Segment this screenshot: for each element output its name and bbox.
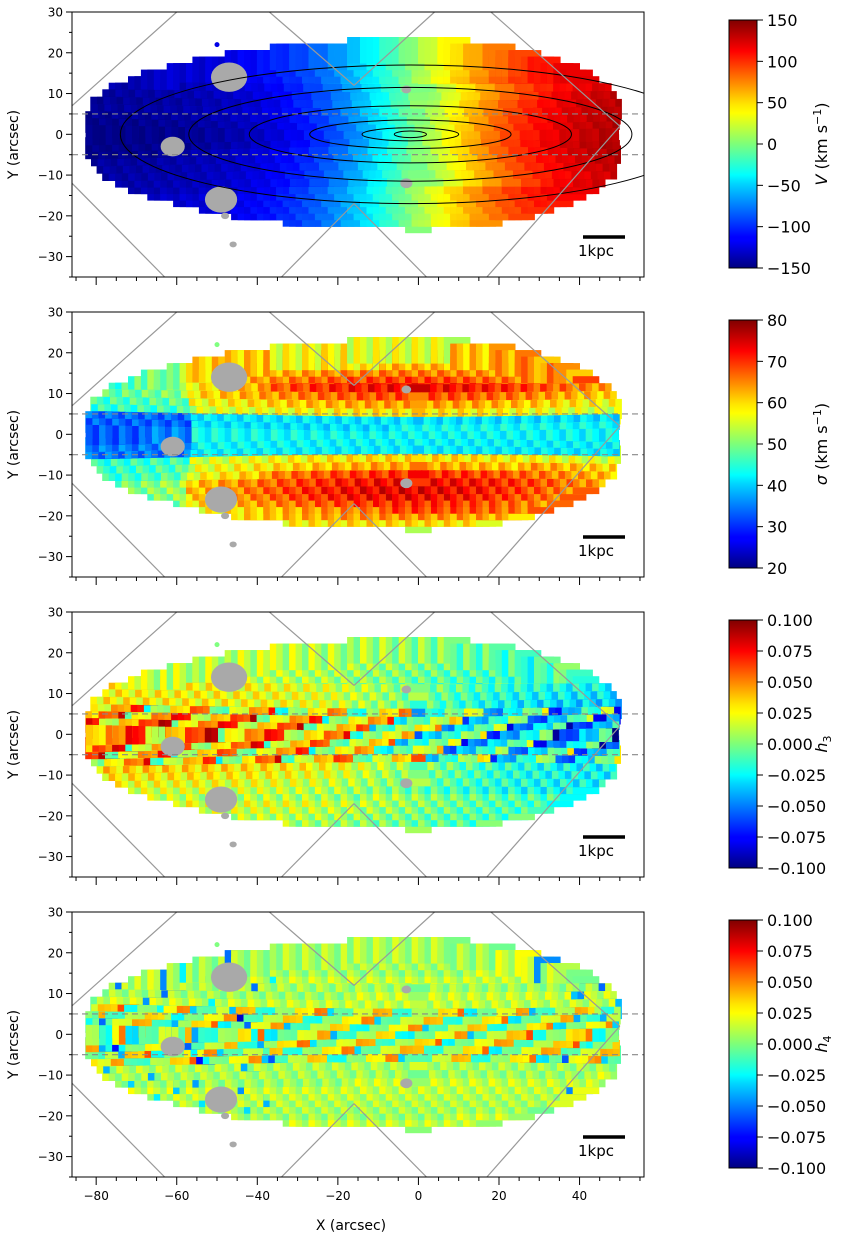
- colorbar-tick-label: 70: [767, 352, 787, 371]
- x-tick-label: 40: [572, 1189, 587, 1203]
- colorbar-label: h3: [812, 735, 834, 752]
- scale-bar-label: 1kpc: [578, 542, 614, 560]
- y-tick-label: 20: [48, 646, 63, 660]
- y-tick-label: 10: [48, 87, 63, 101]
- colorbar: [728, 619, 758, 869]
- colorbar: [728, 319, 758, 569]
- x-tick-label: 0: [415, 1189, 423, 1203]
- y-tick-label: −20: [38, 209, 63, 223]
- colorbar-tick-label: −50: [767, 176, 801, 195]
- y-tick-label: −10: [38, 1069, 63, 1083]
- scale-bar-label: 1kpc: [578, 842, 614, 860]
- colorbar-tick-label: −0.050: [767, 797, 826, 816]
- y-axis-label: Y (arcsec): [6, 110, 22, 180]
- y-tick-label: −20: [38, 809, 63, 823]
- spaxel-map: [72, 12, 644, 277]
- colorbar: [728, 19, 758, 269]
- x-axis-label: X (arcsec): [316, 1218, 386, 1234]
- h3-map-panel: 1kpc −30 −20 −10 0 10 20 30 Y (arcsec) 0.100 0.075…: [6, 606, 834, 885]
- colorbar-tick-label: 0.025: [767, 704, 813, 723]
- colorbar-tick-label: −0.050: [767, 1097, 826, 1116]
- colorbar-tick-label: −0.025: [767, 1066, 826, 1085]
- colorbar-tick-label: −0.075: [767, 828, 826, 847]
- x-tick-label: −60: [164, 1189, 189, 1203]
- colorbar-tick-label: 0: [767, 135, 777, 154]
- y-tick-label: −10: [38, 769, 63, 783]
- colorbar-label: V (km s−1): [811, 102, 831, 185]
- spaxel-map: [72, 312, 644, 577]
- colorbar-tick-label: −0.100: [767, 1159, 826, 1178]
- colorbar-tick-label: 100: [767, 52, 798, 71]
- colorbar-tick-label: 0.000: [767, 735, 813, 754]
- y-tick-label: 30: [48, 306, 63, 320]
- y-tick-label: 10: [48, 387, 63, 401]
- y-axis-label: Y (arcsec): [6, 1010, 22, 1080]
- y-tick-label: −10: [38, 169, 63, 183]
- colorbar-tick-label: 40: [767, 476, 787, 495]
- x-tick-label: −40: [245, 1189, 270, 1203]
- y-tick-label: −30: [38, 850, 63, 864]
- y-tick-label: −30: [38, 1150, 63, 1164]
- h4-map-panel: 1kpc −30 −20 −10 0 10 20 30 −80 −60 −40 −20 0 20 40 Y (…: [6, 906, 834, 1204]
- colorbar-tick-label: 0.050: [767, 673, 813, 692]
- y-tick-label: 30: [48, 906, 63, 920]
- dispersion-map-panel: 1kpc −30 −20 −10 0 10 20 30 Y (arcsec) 80 70 60 50 40…: [6, 306, 831, 585]
- y-tick-label: 10: [48, 687, 63, 701]
- scale-bar-label: 1kpc: [578, 242, 614, 260]
- colorbar-tick-label: 0.000: [767, 1035, 813, 1054]
- y-tick-label: 0: [55, 428, 63, 442]
- y-tick-label: −10: [38, 469, 63, 483]
- y-tick-label: −20: [38, 1109, 63, 1123]
- colorbar-tick-label: 150: [767, 11, 798, 30]
- colorbar-tick-label: −150: [767, 259, 811, 278]
- spaxel-map: [72, 612, 644, 877]
- colorbar: [728, 919, 758, 1169]
- colorbar-tick-label: 60: [767, 394, 787, 413]
- y-tick-label: 20: [48, 46, 63, 60]
- y-tick-label: 0: [55, 728, 63, 742]
- colorbar-tick-label: 50: [767, 94, 787, 113]
- colorbar-tick-label: 0.075: [767, 942, 813, 961]
- y-axis-label: Y (arcsec): [6, 710, 22, 780]
- colorbar-tick-label: −0.075: [767, 1128, 826, 1147]
- y-tick-label: 10: [48, 987, 63, 1001]
- colorbar-label: h4: [812, 1035, 834, 1052]
- y-tick-label: 20: [48, 346, 63, 360]
- colorbar-tick-label: 20: [767, 559, 787, 578]
- colorbar-label: σ (km s−1): [811, 403, 831, 485]
- colorbar-tick-label: 0.050: [767, 973, 813, 992]
- y-tick-label: −30: [38, 250, 63, 264]
- spaxel-map: [72, 912, 644, 1177]
- scale-bar-label: 1kpc: [578, 1142, 614, 1160]
- y-tick-label: 0: [55, 128, 63, 142]
- y-tick-label: −30: [38, 550, 63, 564]
- y-tick-label: 30: [48, 6, 63, 20]
- colorbar-tick-label: 50: [767, 435, 787, 454]
- colorbar-tick-label: 0.025: [767, 1004, 813, 1023]
- colorbar-tick-label: 0.100: [767, 611, 813, 630]
- y-tick-label: 30: [48, 606, 63, 620]
- colorbar-tick-label: −0.100: [767, 859, 826, 878]
- y-tick-label: 20: [48, 946, 63, 960]
- colorbar-tick-label: 0.100: [767, 911, 813, 930]
- y-tick-label: −20: [38, 509, 63, 523]
- x-tick-label: −20: [325, 1189, 350, 1203]
- colorbar-tick-label: 80: [767, 311, 787, 330]
- y-axis-label: Y (arcsec): [6, 410, 22, 480]
- x-tick-label: 20: [491, 1189, 506, 1203]
- colorbar-tick-label: −0.025: [767, 766, 826, 785]
- x-tick-label: −80: [84, 1189, 109, 1203]
- colorbar-tick-label: −100: [767, 218, 811, 237]
- colorbar-tick-label: 0.075: [767, 642, 813, 661]
- colorbar-tick-label: 30: [767, 518, 787, 537]
- y-tick-label: 0: [55, 1028, 63, 1042]
